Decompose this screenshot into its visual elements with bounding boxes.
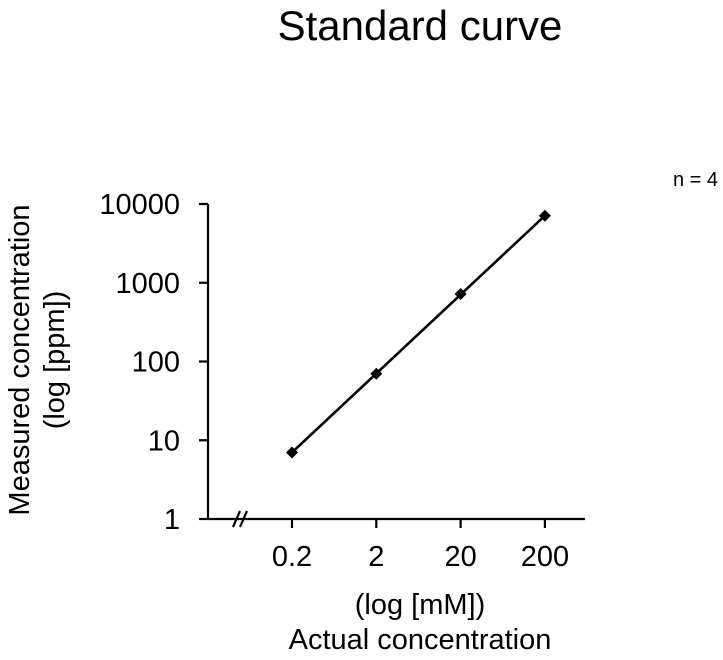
x-axis-break-mark: [231, 510, 249, 528]
data-point-marker: [538, 209, 551, 222]
series-layer: [286, 209, 551, 459]
x-axis-ticks: 0.2 2 20 200: [272, 519, 569, 573]
x-tick-label: 200: [521, 541, 569, 573]
chart-title: Standard curve: [278, 2, 563, 49]
y-tick-label: 100: [132, 347, 180, 379]
y-tick-label: 10: [148, 425, 180, 457]
y-axis-label-units: (log [ppm]): [39, 291, 71, 430]
y-axis-label-title: Measured concentration: [4, 204, 36, 515]
sample-size-annotation: n = 4: [673, 169, 718, 191]
x-tick-label: 2: [368, 541, 384, 573]
series-line: [291, 214, 546, 454]
y-tick-label: 10000: [99, 189, 180, 221]
x-tick-label: 0.2: [272, 541, 312, 573]
y-tick-label: 1000: [115, 268, 180, 300]
x-axis-label-title: Actual concentration: [289, 624, 552, 656]
x-tick-label: 20: [444, 541, 476, 573]
y-axis-ticks: 1 10 100 1000 10000: [99, 189, 208, 536]
data-point-marker: [286, 446, 298, 459]
y-tick-label: 1: [164, 504, 180, 536]
axes: [206, 204, 585, 528]
data-point-marker: [454, 287, 467, 300]
data-point-marker: [370, 367, 383, 380]
x-axis-label-units: (log [mM]): [355, 589, 486, 621]
y-axis-label: Measured concentration (log [ppm]): [4, 204, 71, 515]
